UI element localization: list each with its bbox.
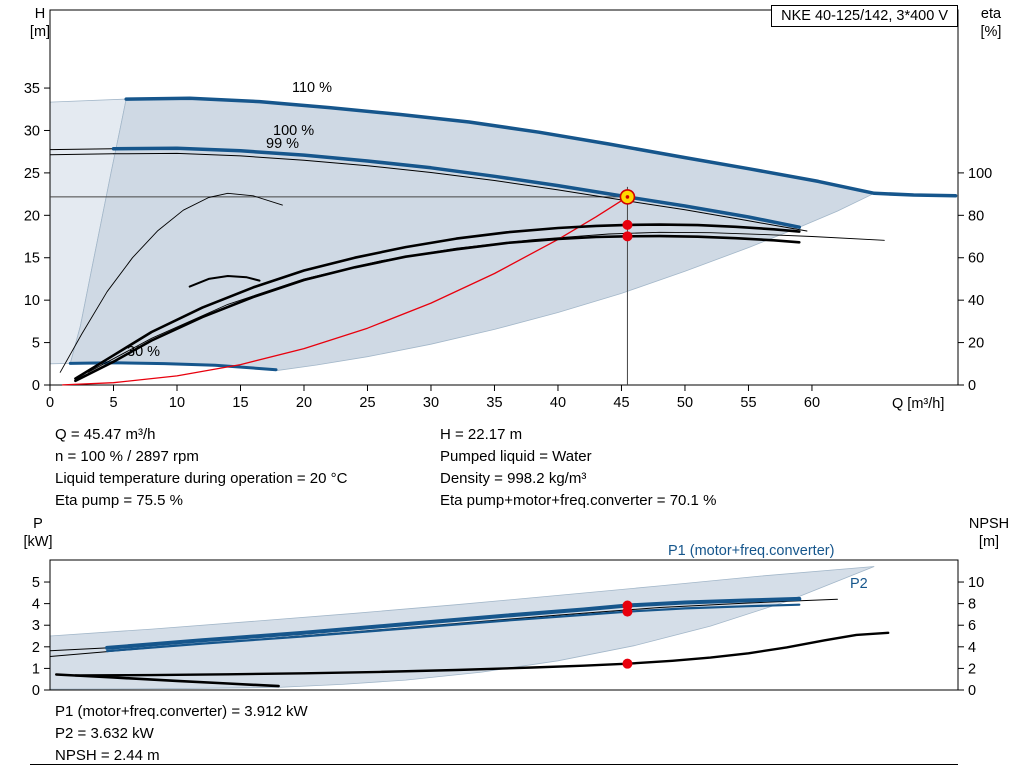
p1-curve-label: P1 (motor+freq.converter)	[668, 543, 835, 559]
x-tick-label: 30	[423, 395, 439, 411]
power-envelope	[49, 566, 875, 690]
eta-tick-label: 80	[968, 208, 984, 224]
eta-pump-duty-dot	[622, 219, 633, 230]
p1-ext	[49, 647, 108, 652]
x-tick-label: 15	[232, 395, 248, 411]
npsh-tick-label: 6	[968, 618, 976, 634]
npsh-tick-label: 8	[968, 597, 976, 613]
npsh-axis-label: NPSH [m]	[958, 515, 1020, 551]
p-axis-symbol: P	[33, 516, 43, 532]
duty-info-left: Q = 45.47 m³/h n = 100 % / 2897 rpm Liquid…	[55, 424, 347, 512]
speed-curve-100-ext	[49, 148, 114, 151]
y-tick-label: 3	[32, 618, 40, 634]
eta-aux-bump	[188, 275, 261, 288]
info-line: P2 = 3.632 kW	[55, 725, 154, 742]
speed-curve-100	[111, 146, 802, 229]
x-tick-label: 20	[296, 395, 312, 411]
npsh-tick-label: 0	[968, 683, 976, 699]
p2-curve-label: P2	[850, 576, 868, 592]
p-axis-unit: [kW]	[23, 534, 53, 550]
eta-tick-label: 60	[968, 251, 984, 267]
x-tick-label: 25	[359, 395, 375, 411]
q-axis-label: Q [m³/h]	[892, 396, 945, 412]
y-tick-label: 5	[32, 575, 40, 591]
eta-tick-label: 20	[968, 336, 984, 352]
speed-99-label: 99 %	[266, 136, 300, 152]
eta-total-duty-dot	[622, 231, 633, 242]
speed-curve-110	[124, 96, 958, 198]
info-line: NPSH = 2.44 m	[55, 747, 160, 764]
npsh-curve	[74, 631, 890, 677]
duty-point-center	[625, 195, 630, 199]
y-tick-label: 0	[32, 378, 40, 394]
y-tick-label: 1	[32, 661, 40, 677]
plot-border	[49, 9, 959, 386]
npsh-tick-label: 10	[968, 575, 984, 591]
speed-curve-99	[113, 152, 808, 232]
y-tick-label: 30	[24, 123, 40, 139]
eta-axis-label: eta [%]	[966, 5, 1016, 41]
info-line: Pumped liquid = Water	[440, 448, 592, 465]
info-line: Q = 45.47 m³/h	[55, 426, 156, 443]
eta-axis-symbol: eta	[980, 6, 1002, 22]
eta-axis-unit: [%]	[980, 24, 1002, 40]
y-tick-label: 4	[32, 597, 40, 613]
info-line: H = 22.17 m	[440, 426, 523, 443]
y-tick-label: 5	[32, 336, 40, 352]
speed-100-label: 100 %	[273, 123, 315, 139]
y-tick-label: 15	[24, 251, 40, 267]
info-line: n = 100 % / 2897 rpm	[55, 448, 199, 465]
pump-title-box: NKE 40-125/142, 3*400 V	[771, 5, 958, 27]
footer-divider	[30, 764, 958, 765]
eta-tick-label: 100	[968, 166, 992, 182]
info-line: Density = 998.2 kg/m³	[440, 470, 587, 487]
npsh-axis-symbol: NPSH	[968, 516, 1010, 532]
h-axis-symbol: H	[34, 6, 46, 22]
x-tick-label: 60	[804, 395, 820, 411]
p-axis-label: P [kW]	[14, 515, 62, 551]
x-tick-label: 55	[740, 395, 756, 411]
x-tick-label: 50	[677, 395, 693, 411]
speed-110-label: 110 %	[292, 80, 333, 96]
x-tick-label: 5	[109, 395, 117, 411]
y-tick-label: 2	[32, 640, 40, 656]
info-line: P1 (motor+freq.converter) = 3.912 kW	[55, 703, 308, 720]
x-tick-label: 0	[46, 395, 54, 411]
eta-pump-curve	[74, 223, 801, 380]
npsh-tick-label: 4	[968, 640, 976, 656]
y-tick-label: 10	[24, 293, 40, 309]
p1-curve	[105, 596, 802, 650]
y-tick-label: 0	[32, 683, 40, 699]
npsh-axis-unit: [m]	[978, 534, 1000, 550]
info-line: Liquid temperature during operation = 20…	[55, 470, 348, 487]
speed-curve-99-ext	[49, 153, 114, 156]
system-curve	[62, 196, 629, 386]
y-tick-label: 25	[24, 166, 40, 182]
duty-info-right: H = 22.17 m Pumped liquid = Water Density …	[440, 424, 716, 512]
info-line: Eta pump = 75.5 %	[55, 492, 183, 509]
eta-tick-label: 0	[968, 378, 976, 394]
eta-tick-label: 40	[968, 293, 984, 309]
x-tick-label: 35	[486, 395, 502, 411]
y-tick-label: 35	[24, 81, 40, 97]
eta-total-curve	[74, 234, 801, 383]
info-line: Eta pump+motor+freq.converter = 70.1 %	[440, 492, 717, 509]
power-info: P1 (motor+freq.converter) = 3.912 kW P2 =…	[55, 701, 308, 767]
x-tick-label: 45	[613, 395, 629, 411]
npsh-tick-label: 2	[968, 661, 976, 677]
eta-aux-thin-1	[59, 192, 283, 373]
x-tick-label: 40	[550, 395, 566, 411]
x-tick-label: 10	[169, 395, 185, 411]
p2-curve	[106, 603, 801, 653]
y-tick-label: 20	[24, 208, 40, 224]
h-axis-unit: [m]	[29, 24, 51, 40]
h-axis-label: H [m]	[18, 5, 62, 41]
p1-duty-dot	[622, 600, 633, 611]
speed-30-label: 30 %	[127, 344, 161, 360]
npsh-duty-dot	[622, 658, 633, 669]
